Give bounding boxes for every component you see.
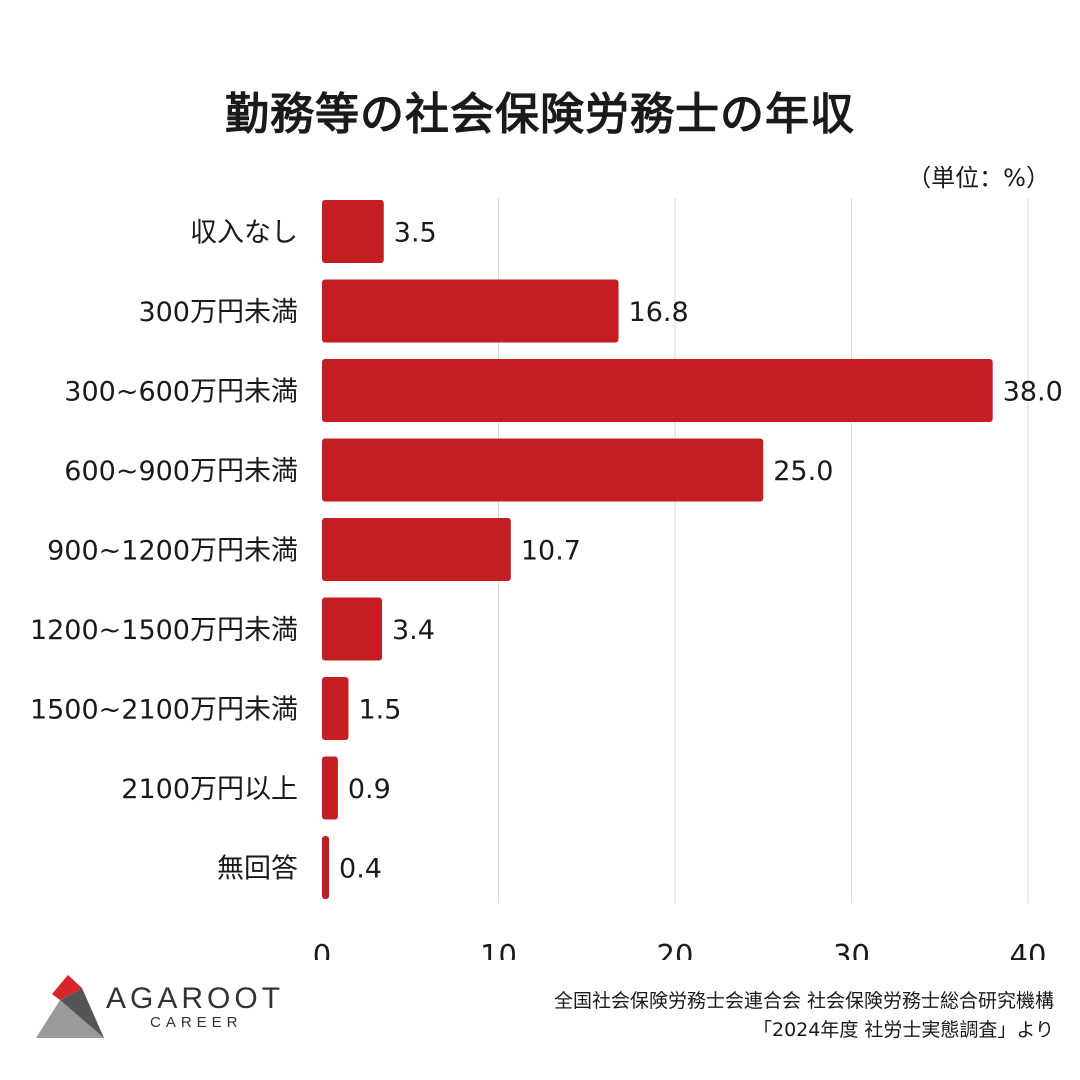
bar: [322, 200, 384, 263]
brand-sub: CAREER: [150, 1014, 243, 1031]
category-label: 300~600万円未満: [64, 377, 298, 408]
bar: [322, 518, 511, 581]
unit-label: （単位：%）: [907, 164, 1050, 192]
value-label: 0.9: [348, 774, 391, 805]
value-label: 1.5: [358, 695, 401, 726]
bar: [322, 279, 619, 343]
x-tick-label: 30: [833, 939, 870, 961]
x-tick-label: 10: [480, 939, 517, 961]
x-tick-label: 20: [657, 939, 694, 961]
x-axis-ticks: 0 10 20 30 40: [313, 939, 1047, 961]
value-label: 0.4: [339, 854, 382, 885]
bars: [322, 200, 993, 899]
bar: [322, 359, 993, 422]
bar: [322, 597, 383, 661]
value-label: 3.5: [394, 218, 437, 249]
value-label: 38.0: [1003, 377, 1063, 408]
category-label: 900~1200万円未満: [47, 536, 298, 567]
category-label: 1500~2100万円未満: [30, 695, 298, 726]
value-label: 16.8: [629, 297, 689, 328]
category-label: 600~900万円未満: [64, 456, 298, 487]
value-labels: 3.5 16.8 38.0 25.0 10.7 3.4 1.5 0.9 0.4: [339, 218, 1063, 885]
source-line-1: 全国社会保険労務士会連合会 社会保険労務士総合研究機構: [553, 990, 1054, 1012]
logo-light-triangle: [36, 1000, 104, 1038]
x-tick-label: 40: [1010, 939, 1047, 961]
bar: [322, 438, 764, 502]
value-label: 3.4: [392, 615, 435, 646]
logo-red-triangle: [52, 975, 82, 1000]
category-label: 無回答: [217, 854, 298, 885]
bar: [322, 756, 338, 820]
category-label: 1200~1500万円未満: [30, 615, 298, 646]
bar-chart: 収入なし 300万円未満 300~600万円未満 600~900万円未満 900~120…: [30, 198, 1063, 961]
source-line-2: 「2024年度 社労士実態調査」より: [752, 1019, 1054, 1041]
category-label: 2100万円以上: [121, 774, 298, 805]
category-labels: 収入なし 300万円未満 300~600万円未満 600~900万円未満 900~120…: [30, 218, 298, 885]
category-label: 収入なし: [190, 218, 298, 249]
agaroot-logo-icon: [36, 975, 104, 1038]
value-label: 10.7: [521, 536, 581, 567]
chart-title: 勤務等の社会保険労務士の年収: [225, 89, 855, 140]
bar: [322, 677, 349, 740]
brand-name: AGAROOT: [106, 982, 285, 1015]
value-label: 25.0: [773, 456, 833, 487]
category-label: 300万円未満: [138, 297, 298, 328]
bar: [322, 836, 330, 899]
x-tick-label: 0: [313, 939, 331, 961]
logo-dark-triangle: [60, 988, 104, 1038]
